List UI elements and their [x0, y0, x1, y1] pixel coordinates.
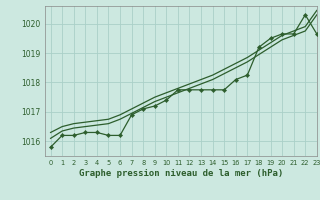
X-axis label: Graphe pression niveau de la mer (hPa): Graphe pression niveau de la mer (hPa) [79, 169, 283, 178]
